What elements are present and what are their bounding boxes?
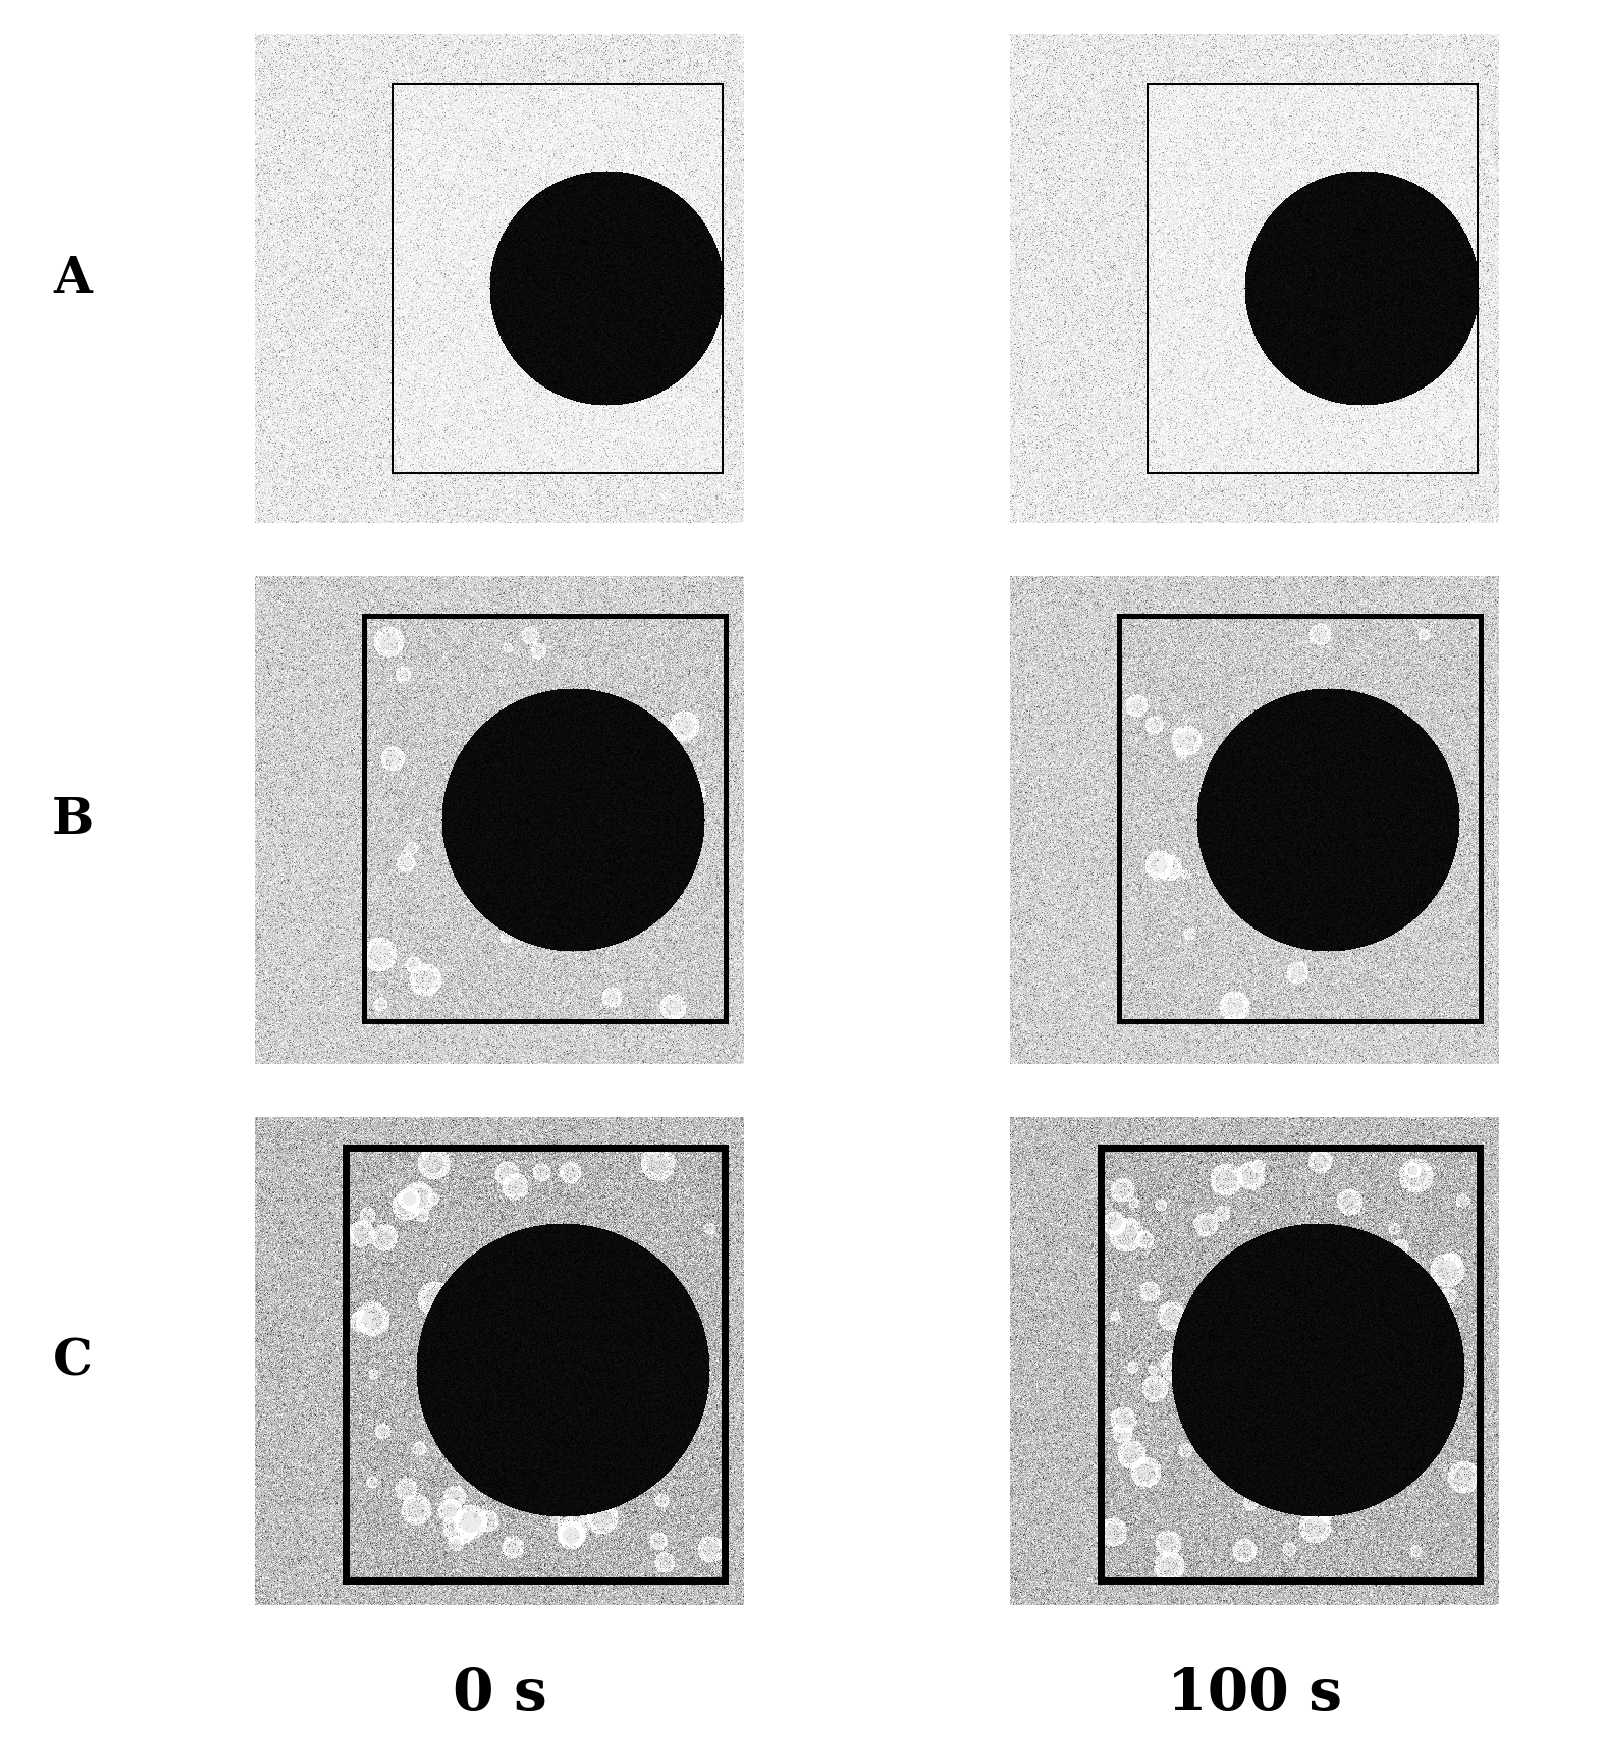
- Text: C: C: [54, 1337, 93, 1387]
- Text: B: B: [52, 796, 94, 845]
- Text: A: A: [54, 254, 93, 303]
- Text: 100 s: 100 s: [1167, 1665, 1341, 1722]
- Text: 0 s: 0 s: [453, 1665, 545, 1722]
